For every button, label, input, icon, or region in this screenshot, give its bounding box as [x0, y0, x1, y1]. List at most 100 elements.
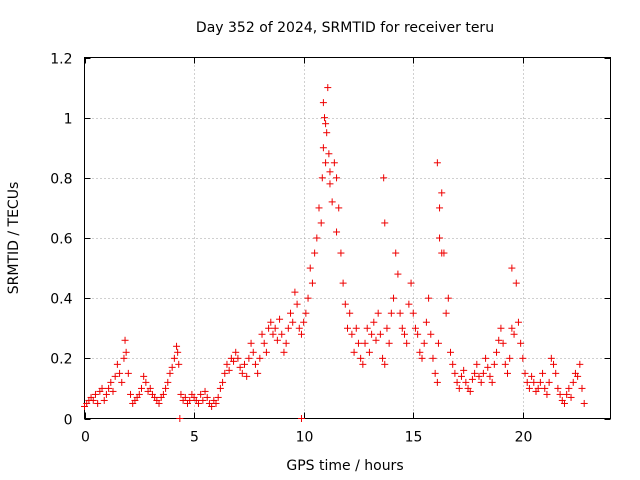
data-point — [208, 402, 216, 410]
data-point — [385, 339, 393, 347]
data-point — [455, 384, 463, 392]
data-point — [495, 336, 503, 344]
data-point — [578, 384, 586, 392]
data-point — [451, 369, 459, 377]
data-point — [422, 318, 430, 326]
data-point — [318, 174, 326, 182]
data-point — [550, 360, 558, 368]
chart-title: Day 352 of 2024, SRMTID for receiver ter… — [196, 20, 494, 36]
data-point — [357, 354, 365, 362]
data-point — [580, 399, 588, 407]
y-axis-label: SRMTID / TECUs — [6, 182, 22, 295]
data-point — [425, 294, 433, 302]
y-tick-label: 0.2 — [50, 352, 72, 368]
data-point — [319, 99, 327, 107]
data-point — [146, 384, 154, 392]
data-point — [431, 369, 439, 377]
data-point — [466, 387, 474, 395]
data-point — [199, 396, 207, 404]
data-point — [530, 378, 538, 386]
data-point — [503, 369, 511, 377]
data-point — [113, 360, 121, 368]
data-point — [102, 390, 110, 398]
data-point — [159, 390, 167, 398]
data-point — [109, 387, 117, 395]
data-point — [282, 339, 290, 347]
data-point — [216, 384, 224, 392]
data-point — [387, 309, 395, 317]
data-point — [267, 318, 275, 326]
data-point — [328, 198, 336, 206]
data-point — [372, 336, 380, 344]
data-point — [142, 378, 150, 386]
data-point — [124, 369, 132, 377]
data-point — [249, 348, 257, 356]
data-point — [245, 354, 253, 362]
data-point — [427, 330, 435, 338]
data-point — [236, 363, 244, 371]
data-point — [365, 348, 373, 356]
data-point — [280, 348, 288, 356]
data-point — [447, 348, 455, 356]
data-point — [162, 384, 170, 392]
data-point — [140, 372, 148, 380]
data-point — [392, 249, 400, 257]
data-point — [262, 348, 270, 356]
data-point — [436, 204, 444, 212]
data-point — [346, 309, 354, 317]
data-point — [175, 360, 183, 368]
data-point — [176, 415, 184, 422]
data-point — [197, 390, 205, 398]
data-point — [438, 249, 446, 257]
data-point — [453, 378, 461, 386]
data-points — [81, 84, 588, 422]
data-point — [449, 360, 457, 368]
data-point — [302, 309, 310, 317]
data-point — [186, 396, 194, 404]
data-point — [486, 372, 494, 380]
data-point — [508, 264, 516, 272]
axis-ticks: 0 0.2 0.4 0.6 0.8 1 1.2 0 5 10 15 20 — [50, 52, 611, 446]
data-point — [333, 174, 341, 182]
y-tick-label: 0.4 — [50, 292, 72, 308]
data-point — [521, 369, 529, 377]
data-point — [214, 393, 222, 401]
data-point — [322, 159, 330, 167]
data-point — [155, 399, 163, 407]
data-point — [230, 357, 238, 365]
data-point — [276, 315, 284, 323]
data-point — [381, 360, 389, 368]
data-point — [390, 294, 398, 302]
data-point — [541, 384, 549, 392]
data-point — [251, 360, 259, 368]
data-point — [514, 318, 522, 326]
data-point — [497, 324, 505, 332]
data-point — [322, 120, 330, 128]
data-point — [293, 300, 301, 308]
data-point — [477, 378, 485, 386]
data-point — [203, 393, 211, 401]
data-point — [122, 348, 130, 356]
data-point — [482, 354, 490, 362]
data-point — [493, 348, 501, 356]
data-point — [462, 378, 470, 386]
data-point — [396, 309, 404, 317]
data-point — [418, 354, 426, 362]
data-point — [219, 378, 227, 386]
data-point — [471, 369, 479, 377]
data-point — [339, 279, 347, 287]
data-point — [105, 384, 113, 392]
y-tick-label: 1 — [64, 112, 73, 128]
data-point — [325, 150, 333, 158]
data-point — [444, 294, 452, 302]
data-point — [409, 309, 417, 317]
data-point — [317, 219, 325, 227]
data-point — [361, 339, 369, 347]
data-point — [438, 189, 446, 197]
data-point — [326, 168, 334, 176]
data-point — [300, 318, 308, 326]
data-point — [295, 324, 303, 332]
data-point — [341, 300, 349, 308]
data-point — [265, 324, 273, 332]
